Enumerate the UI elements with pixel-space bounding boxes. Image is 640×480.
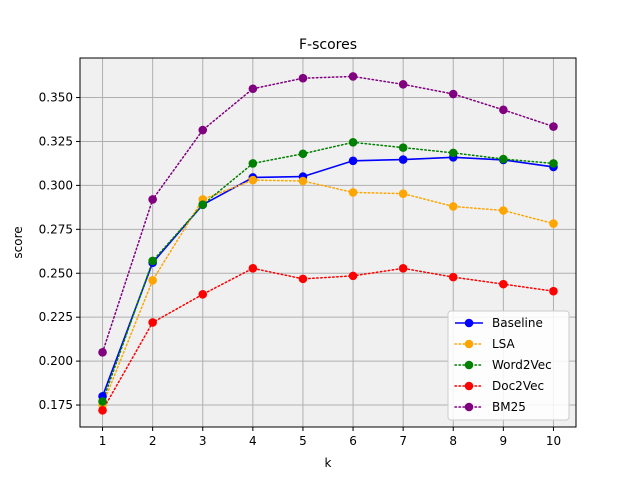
data-point-doc2vec xyxy=(448,272,458,282)
x-tick-label: 10 xyxy=(546,434,561,448)
data-point-lsa xyxy=(448,202,458,211)
legend-marker-doc2vec xyxy=(464,381,474,391)
legend-label: Word2Vec xyxy=(492,358,552,372)
data-point-doc2vec xyxy=(198,290,208,299)
x-axis-label: k xyxy=(325,456,332,470)
data-point-word2vec xyxy=(148,256,157,266)
data-point-doc2vec xyxy=(549,286,558,296)
series-line-word2vec xyxy=(101,141,555,403)
x-tick-label: 6 xyxy=(349,434,357,448)
series-markers xyxy=(98,72,558,415)
legend-marker-lsa xyxy=(464,339,474,349)
data-point-word2vec xyxy=(448,148,458,158)
data-point-doc2vec xyxy=(499,279,508,289)
y-tick-label: 0.250 xyxy=(39,266,73,280)
y-axis-ticks: 0.175 0.200 0.225 0.250 0.275 0.300 0.325 0.350 xyxy=(39,91,80,412)
series-lines xyxy=(101,75,555,412)
x-tick-label: 5 xyxy=(299,434,307,448)
y-tick-label: 0.350 xyxy=(39,91,73,105)
data-point-baseline xyxy=(348,156,358,166)
y-tick-label: 0.275 xyxy=(39,222,73,236)
data-point-lsa xyxy=(298,176,308,186)
data-point-doc2vec xyxy=(148,318,157,327)
data-point-bm25 xyxy=(448,89,458,99)
data-point-word2vec xyxy=(298,149,308,159)
data-point-word2vec xyxy=(348,138,358,147)
data-point-lsa xyxy=(499,206,508,215)
data-point-bm25 xyxy=(248,84,258,94)
data-point-bm25 xyxy=(198,125,208,135)
data-point-bm25 xyxy=(148,195,157,204)
y-tick-label: 0.200 xyxy=(39,354,73,368)
x-tick-label: 8 xyxy=(449,434,457,448)
y-axis-label: score xyxy=(11,226,25,258)
y-tick-label: 0.225 xyxy=(39,310,73,324)
data-point-word2vec xyxy=(549,159,558,168)
legend-marker-baseline xyxy=(464,318,474,328)
legend-box xyxy=(447,310,570,421)
data-point-doc2vec xyxy=(348,271,358,281)
data-point-bm25 xyxy=(499,105,508,115)
series-line-doc2vec xyxy=(101,267,555,412)
legend-marker-bm25 xyxy=(464,402,474,412)
legend-label: Baseline xyxy=(492,316,543,330)
data-point-lsa xyxy=(549,219,558,228)
data-point-lsa xyxy=(348,188,358,197)
legend-marker-word2vec xyxy=(464,360,474,370)
data-point-word2vec xyxy=(499,154,508,164)
legend-label: Doc2Vec xyxy=(492,379,544,393)
x-tick-label: 1 xyxy=(99,434,107,448)
y-tick-label: 0.325 xyxy=(39,134,73,148)
legend-label: LSA xyxy=(492,337,516,351)
x-tick-label: 4 xyxy=(249,434,257,448)
data-point-bm25 xyxy=(549,122,558,131)
data-point-lsa xyxy=(248,175,258,185)
data-point-doc2vec xyxy=(248,264,258,273)
plot-frame xyxy=(79,57,577,428)
data-point-bm25 xyxy=(398,80,408,89)
data-point-word2vec xyxy=(248,159,258,168)
data-point-baseline xyxy=(398,155,408,164)
data-point-doc2vec xyxy=(398,264,408,273)
data-point-doc2vec xyxy=(98,406,107,415)
chart-title: F-scores xyxy=(299,37,357,53)
data-point-word2vec xyxy=(98,397,107,406)
x-tick-label: 2 xyxy=(149,434,157,448)
x-tick-label: 7 xyxy=(399,434,407,448)
data-point-word2vec xyxy=(398,143,408,152)
x-tick-label: 3 xyxy=(199,434,207,448)
y-tick-label: 0.175 xyxy=(39,398,73,412)
data-point-lsa xyxy=(148,275,157,285)
data-point-word2vec xyxy=(198,200,208,210)
series-line-baseline xyxy=(101,156,554,397)
x-tick-label: 9 xyxy=(500,434,508,448)
x-axis-ticks: 1 2 3 4 5 6 7 8 9 10 xyxy=(99,427,561,448)
data-point-bm25 xyxy=(98,348,107,357)
legend: Baseline LSA Word2Vec Doc2Vec BM25 xyxy=(447,310,570,421)
series-line-bm25 xyxy=(101,75,555,354)
data-point-bm25 xyxy=(298,73,308,83)
data-point-bm25 xyxy=(348,72,358,81)
data-point-doc2vec xyxy=(298,274,308,284)
y-tick-label: 0.300 xyxy=(39,178,73,192)
series-line-lsa xyxy=(101,179,555,406)
legend-label: BM25 xyxy=(492,400,526,414)
data-point-lsa xyxy=(398,189,408,198)
